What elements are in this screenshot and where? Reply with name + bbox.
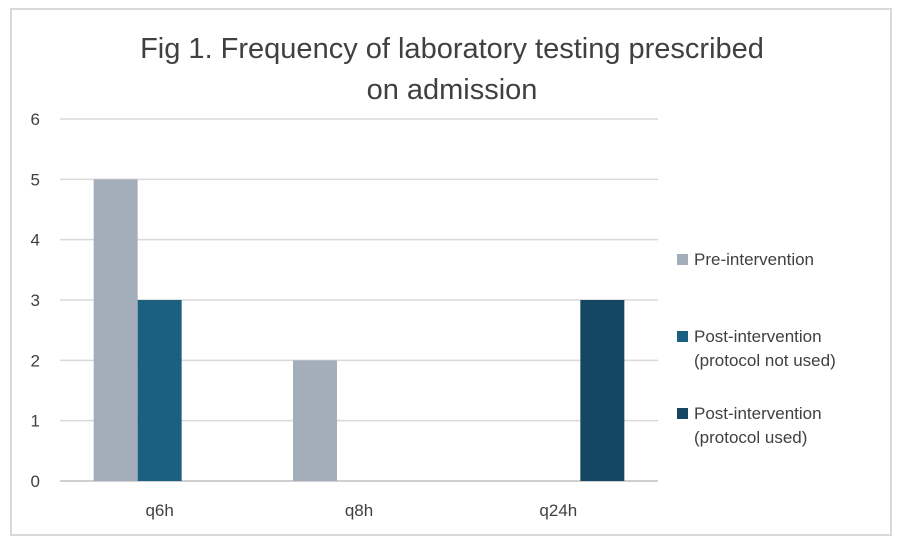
legend-label-2: (protocol not used) bbox=[694, 351, 836, 370]
y-tick-label: 3 bbox=[31, 291, 40, 310]
x-axis-ticks: q6h q8h q24h bbox=[145, 501, 577, 520]
bar-q6h-series-1 bbox=[93, 179, 138, 482]
legend-swatch-3 bbox=[677, 408, 688, 419]
legend-swatch-1 bbox=[677, 254, 688, 265]
legend-label-1: Pre-intervention bbox=[694, 250, 814, 269]
bar-q24h-series-3 bbox=[580, 300, 625, 481]
x-tick-label: q24h bbox=[539, 501, 577, 520]
y-tick-label: 1 bbox=[31, 412, 40, 431]
y-tick-label: 5 bbox=[31, 170, 40, 189]
y-tick-label: 0 bbox=[31, 472, 40, 491]
bar-q8h-series-1 bbox=[293, 360, 337, 481]
y-axis-ticks: 0 1 2 3 4 5 6 bbox=[31, 110, 40, 491]
chart-title-line-2: on admission bbox=[367, 74, 538, 106]
y-tick-label: 6 bbox=[31, 110, 40, 129]
x-tick-label: q8h bbox=[345, 501, 373, 520]
y-tick-label: 4 bbox=[31, 231, 40, 250]
x-tick-label: q6h bbox=[145, 501, 173, 520]
legend-label-3: (protocol used) bbox=[694, 428, 807, 447]
chart-title-line-1: Fig 1. Frequency of laboratory testing p… bbox=[140, 33, 764, 65]
legend-label-2: Post-intervention bbox=[694, 327, 822, 346]
legend-swatch-2 bbox=[677, 331, 688, 342]
bar-q6h-series-2 bbox=[137, 300, 182, 481]
bars bbox=[93, 179, 625, 482]
legend: Pre-intervention Post-intervention (protoc… bbox=[677, 250, 836, 447]
legend-label-3: Post-intervention bbox=[694, 404, 822, 423]
y-tick-label: 2 bbox=[31, 351, 40, 370]
